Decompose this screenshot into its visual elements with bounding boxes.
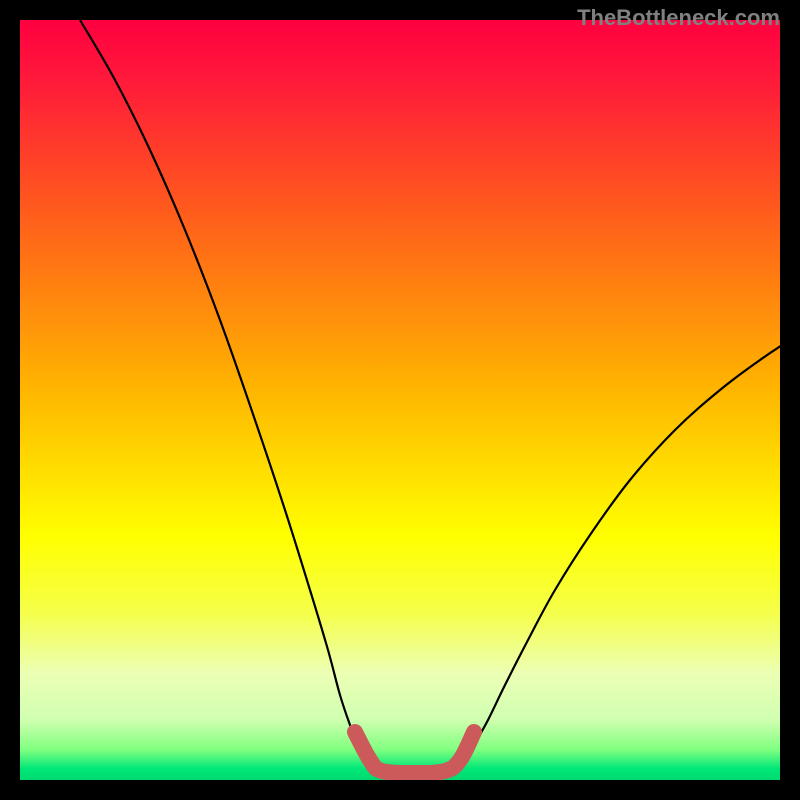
- chart-container: TheBottleneck.com: [0, 0, 800, 800]
- curve-left: [80, 20, 365, 758]
- curve-right: [465, 335, 780, 758]
- chart-curves: [20, 20, 780, 780]
- curve-trough-highlight: [355, 732, 474, 773]
- plot-area: [20, 20, 780, 780]
- watermark-text: TheBottleneck.com: [577, 5, 780, 31]
